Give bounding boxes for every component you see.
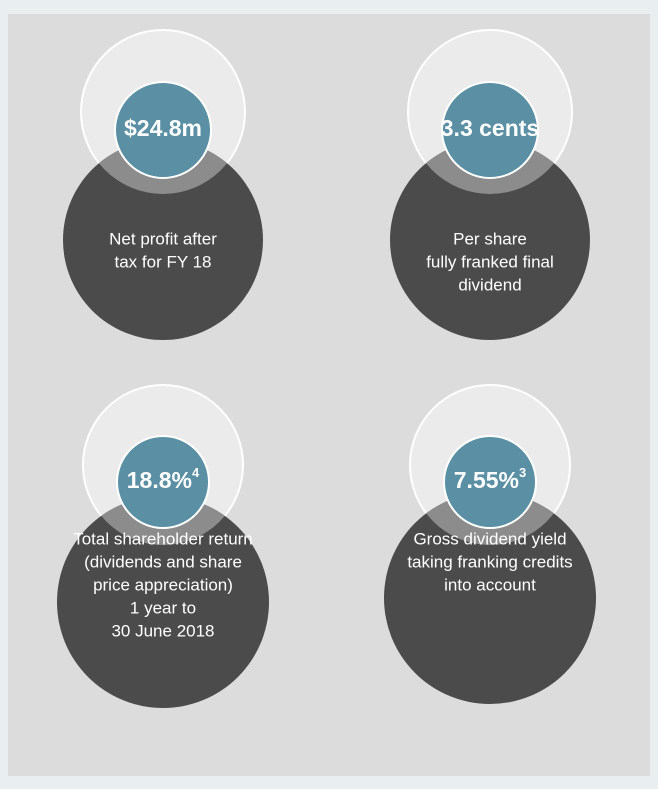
description: Net profit after: [109, 229, 217, 248]
value: 3.3 cents: [441, 115, 539, 141]
value-text: $24.8m: [124, 115, 202, 141]
description: Gross dividend yield: [413, 529, 566, 548]
description: tax for FY 18: [114, 252, 211, 271]
value-circle: [443, 435, 537, 529]
value-text: 3.3 cents: [441, 115, 539, 141]
description: price appreciation): [93, 575, 233, 594]
dark-circle: [63, 140, 263, 340]
value-circle: [441, 81, 539, 179]
value: 7.55%3: [454, 465, 526, 493]
dark-circle: [384, 492, 596, 704]
description: into account: [444, 575, 536, 594]
description: Per share: [453, 229, 527, 248]
value-circle: [114, 81, 212, 179]
footnote: 4: [192, 465, 200, 480]
description: dividend: [458, 275, 521, 294]
description: fully franked final: [426, 252, 554, 271]
description: 30 June 2018: [111, 621, 214, 640]
value: 18.8%4: [127, 465, 200, 493]
dark-circle: [57, 496, 269, 708]
description: taking franking credits: [407, 552, 572, 571]
description: (dividends and share: [84, 552, 242, 571]
value-circle: [116, 435, 210, 529]
dark-circle: [390, 140, 590, 340]
value-text: 18.8%: [127, 467, 192, 493]
description: 1 year to: [130, 598, 196, 617]
description: Total shareholder return: [73, 529, 253, 548]
value-text: 7.55%: [454, 467, 519, 493]
footnote: 3: [519, 465, 526, 480]
value: $24.8m: [124, 115, 202, 141]
